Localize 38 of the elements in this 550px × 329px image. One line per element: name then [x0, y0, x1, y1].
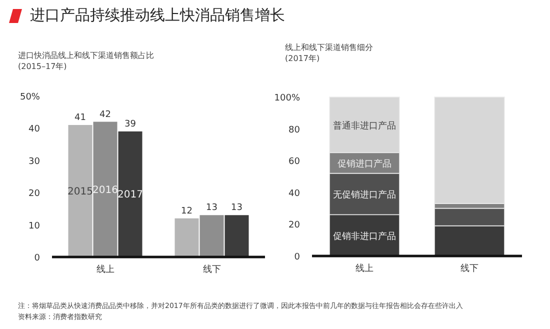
x-tick-label: 线下: [202, 264, 221, 275]
series-label: 2017: [118, 190, 143, 201]
series-label: 2015: [68, 186, 93, 198]
x-tick-label: 线上: [96, 264, 114, 275]
data-label: 13: [231, 203, 242, 214]
series-label: 无促销进口产品: [333, 189, 396, 200]
x-tick-label: 线下: [460, 263, 478, 274]
chart-title: 进口产品持续推动线上快消品销售增长: [30, 6, 285, 24]
y-tick-label: 40: [28, 124, 40, 135]
y-tick-label: 20: [288, 220, 300, 231]
series-label: 普通非进口产品: [333, 120, 396, 132]
y-tick-label: 0: [294, 252, 300, 262]
y-tick-label: 10: [28, 221, 40, 232]
series-label: 促销非进口产品: [333, 230, 396, 242]
series-label: 促销进口产品: [338, 158, 392, 170]
bar: [93, 122, 118, 257]
bar: [200, 215, 224, 257]
y-tick-label: 60: [288, 157, 300, 168]
data-label: 42: [100, 110, 111, 120]
y-tick-label: 30: [28, 156, 40, 167]
data-label: 12: [181, 206, 192, 216]
data-label: 13: [206, 203, 218, 214]
y-tick-label: 40: [288, 188, 300, 199]
bar: [224, 215, 249, 257]
y-tick-label: 20: [28, 189, 40, 200]
bar: [68, 124, 92, 257]
y-tick-label: 80: [288, 125, 300, 136]
y-tick-label: 0: [34, 254, 40, 264]
bar: [118, 131, 142, 257]
bar: [174, 218, 199, 257]
y-tick-label: 100%: [274, 94, 300, 104]
chart-subtitle: 进口快消品线上和线下渠道销售额占比 (2015–17年): [18, 51, 154, 71]
chart-subtitle: 线上和线下渠道销售细分 (2017年): [285, 43, 373, 63]
x-tick-label: 线上: [356, 263, 374, 274]
data-label: 39: [124, 119, 136, 130]
y-tick-label: 50%: [20, 92, 40, 102]
series-label: 2016: [92, 184, 118, 196]
data-label: 41: [74, 112, 86, 123]
